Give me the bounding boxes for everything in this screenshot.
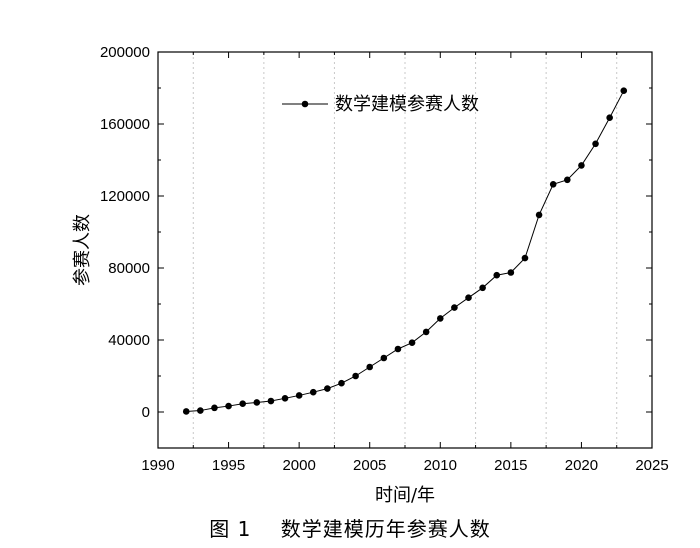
line-chart: 1990 1995 2000 2005 2010 2015 2020 2025 0 40000 80… [72,44,669,506]
data-point [225,402,232,410]
x-tick-label: 2010 [424,457,457,474]
data-point [578,162,585,169]
x-tick-label: 2015 [494,457,527,474]
chart-marks [182,87,628,415]
x-tick-label: 2020 [565,457,598,474]
gridlines [192,52,618,448]
data-point [549,181,557,188]
data-point [338,379,345,387]
data-point [239,400,246,408]
figure-caption: 图 1 数学建模历年参赛人数 [0,513,700,542]
data-point [324,385,331,392]
data-point [493,271,501,279]
data-point [479,284,486,292]
data-point [606,114,613,121]
y-tick-label: 200000 [100,44,150,61]
y-tick-label: 160000 [100,116,150,133]
y-axis-title: 参赛人数 [72,214,93,286]
y-tick-label: 0 [142,404,150,421]
x-tick-label: 1990 [141,457,174,474]
data-point [451,304,458,311]
data-point [592,140,599,148]
axes: 1990 1995 2000 2005 2010 2015 2020 2025 0 40000 80… [100,44,669,474]
data-point [352,372,359,380]
data-point [564,176,571,184]
figure-caption-text: 数学建模历年参赛人数 [280,517,491,541]
x-tick-label: 2005 [353,457,386,474]
data-point [465,294,472,302]
x-tick-label: 1995 [212,457,245,474]
x-axis-title: 时间/年 [375,485,435,506]
y-tick-label: 80000 [108,260,150,277]
data-point [422,328,430,336]
data-point [394,345,402,353]
data-point [309,388,317,396]
y-tick-label: 40000 [108,332,150,349]
data-point [211,404,218,412]
x-tick-label: 2025 [635,457,668,474]
data-point [197,407,204,414]
data-point [408,339,416,347]
data-point [535,211,543,219]
data-point [620,87,628,94]
legend-marker [301,100,309,108]
data-point [295,392,303,399]
data-point [182,408,190,415]
data-point [366,363,374,371]
data-point [380,354,388,362]
y-tick-label: 120000 [100,188,150,205]
legend: 数学建模参赛人数 [282,94,479,115]
data-point [436,315,444,322]
data-point [253,399,261,406]
legend-label: 数学建模参赛人数 [335,94,479,115]
data-point [521,254,529,262]
data-point [267,397,275,405]
figure-number: 图 1 [209,517,252,541]
x-tick-label: 2000 [282,457,315,474]
data-point [281,395,289,402]
data-point [507,269,515,276]
